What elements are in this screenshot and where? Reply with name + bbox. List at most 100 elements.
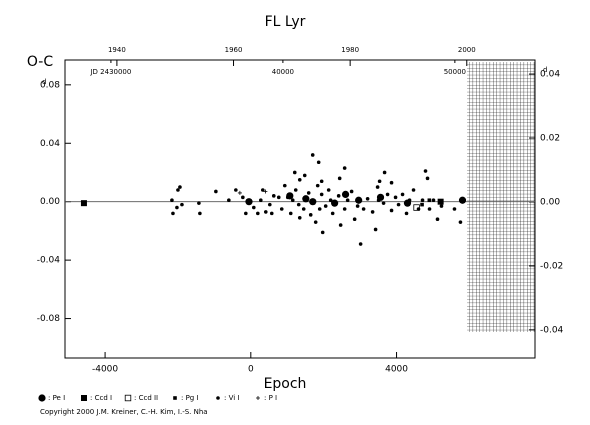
point [252,205,256,210]
y2-tick-label: 0.02 [540,134,560,144]
point [320,230,325,235]
point [214,189,218,194]
point [439,204,444,208]
x-axis-label: Epoch [264,376,307,392]
point [258,198,263,203]
point [328,198,333,203]
point [458,196,467,204]
point [393,195,398,200]
point [282,183,287,188]
point [279,207,284,211]
point [297,215,302,220]
year-tick-label: 1960 [225,46,243,54]
point [261,188,265,192]
point [290,198,295,203]
point [377,179,382,184]
point [326,188,331,192]
y-tick-label: -0.08 [37,314,61,324]
point [365,196,370,201]
point [382,170,387,175]
y2-tick-label: 0.00 [540,197,560,207]
point [313,220,318,224]
point [306,191,311,195]
point [315,183,320,188]
point [178,185,182,189]
point [336,194,341,198]
point [301,207,306,211]
point [355,196,363,204]
point [435,217,440,222]
point [302,173,307,178]
point [269,211,274,216]
point [245,198,253,206]
point [317,207,322,211]
point [171,211,175,216]
point [333,201,338,205]
y-axis-label: O-C [27,54,53,70]
point [176,188,180,192]
point [319,179,324,184]
y2-unit-mark: d [543,66,547,74]
point [271,194,276,198]
point [170,198,174,203]
legend-label: : Pe I [48,394,65,402]
point [411,188,416,192]
point [423,169,428,173]
point [352,217,357,222]
point [297,177,302,182]
point [427,198,432,203]
point [308,213,313,217]
legend-marker [38,394,46,402]
legend-marker [124,394,132,402]
y-unit-mark: d [42,78,46,86]
point [349,189,354,194]
point [420,198,425,203]
point [427,207,432,211]
point [323,204,328,208]
point [361,207,366,211]
point [296,202,301,207]
point [341,190,350,198]
point [244,211,248,216]
point [373,227,378,232]
point [337,176,342,181]
point [293,188,298,192]
point [198,211,202,216]
point [241,195,245,200]
point [400,192,405,197]
point [342,207,347,211]
point [330,211,335,216]
point [276,195,281,200]
point [431,198,436,203]
point [310,153,315,157]
jd-tick-label: JD 2430000 [89,68,131,76]
point [256,211,260,216]
point [285,195,290,200]
plot-frame [64,59,536,359]
chart-title: FL Lyr [265,14,306,30]
year-tick-label: 2000 [458,46,476,54]
jd-tick-label: 40000 [272,68,294,76]
point [420,202,424,207]
point [263,210,268,214]
point [292,170,297,175]
year-tick-label: 1940 [108,46,126,54]
y2-tick-label: -0.02 [540,261,563,271]
y2-tick-label: 0.04 [540,70,560,80]
point [180,202,184,207]
legend-label: : Ccd I [90,394,112,402]
legend-label: : Pg I [181,394,199,402]
point [175,205,179,210]
point [316,160,321,165]
point [370,210,375,214]
point [197,201,201,205]
point [355,204,360,208]
year-tick-label: 1980 [341,46,359,54]
legend-marker [216,396,220,400]
point [319,192,324,197]
y-tick-label: 0.08 [40,80,60,90]
point [304,198,309,203]
x-tick-label: 0 [248,365,254,375]
point [381,201,386,205]
